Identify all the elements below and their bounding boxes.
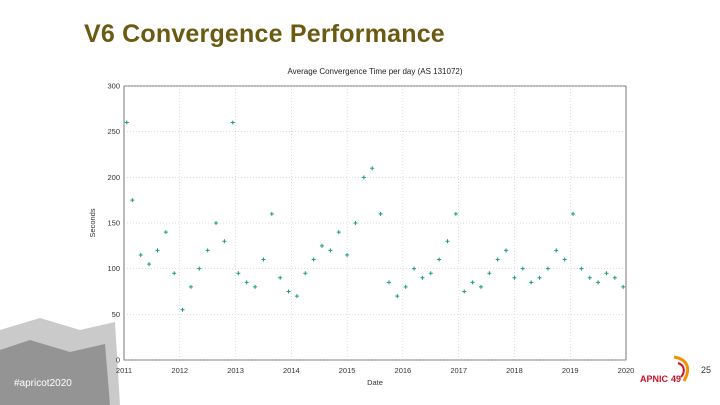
data-point xyxy=(478,284,483,289)
data-point xyxy=(462,289,467,294)
apnic-logo-icon xyxy=(673,355,690,382)
chart-title: Average Convergence Time per day (AS 131… xyxy=(287,67,462,76)
y-axis: 0 50 100 150 200 250 300 xyxy=(107,82,120,365)
data-points xyxy=(124,120,626,312)
apnic-logo: APNIC 49 xyxy=(640,374,681,384)
data-point xyxy=(453,211,458,216)
data-point xyxy=(587,275,592,280)
x-tick-label: 2016 xyxy=(395,366,412,375)
data-point xyxy=(395,294,400,299)
data-point xyxy=(537,275,542,280)
data-point xyxy=(311,257,316,262)
grid xyxy=(124,85,626,361)
data-point xyxy=(621,284,626,289)
y-tick-label: 200 xyxy=(107,173,120,182)
x-tick-label: 2018 xyxy=(506,366,523,375)
y-tick-label: 50 xyxy=(112,310,120,319)
data-point xyxy=(236,271,241,276)
y-tick-label: 250 xyxy=(107,127,120,136)
slide-number: 25 xyxy=(701,365,712,375)
data-point xyxy=(428,271,433,276)
data-point xyxy=(353,221,358,225)
data-point xyxy=(180,307,185,312)
data-point xyxy=(197,266,202,271)
x-tick-label: 2019 xyxy=(562,366,579,375)
data-point xyxy=(320,243,325,248)
data-point xyxy=(529,280,534,285)
apnic-logo-number: 49 xyxy=(671,374,682,384)
x-tick-label: 2013 xyxy=(227,366,244,375)
data-point xyxy=(361,175,366,180)
data-point xyxy=(294,294,299,299)
data-point xyxy=(214,221,219,225)
slide-title: V6 Convergence Performance xyxy=(84,20,445,48)
data-point xyxy=(612,275,617,280)
data-point xyxy=(163,230,168,235)
data-point xyxy=(520,266,525,271)
y-tick-label: 150 xyxy=(107,219,120,228)
y-axis-label: Seconds xyxy=(88,208,97,237)
x-tick-label: 2017 xyxy=(450,366,467,375)
data-point xyxy=(130,198,135,203)
data-point xyxy=(579,266,584,271)
data-point xyxy=(554,248,559,253)
data-point xyxy=(188,284,193,289)
data-point xyxy=(244,280,249,285)
data-point xyxy=(378,211,383,216)
data-point xyxy=(345,252,350,257)
x-tick-label: 2011 xyxy=(116,366,132,375)
data-point xyxy=(487,271,492,276)
data-point xyxy=(303,271,308,276)
data-point xyxy=(155,248,160,253)
y-tick-label: 0 xyxy=(116,356,120,365)
data-point xyxy=(504,248,509,253)
data-point xyxy=(412,266,417,271)
data-point xyxy=(230,120,235,125)
data-point xyxy=(328,248,333,253)
data-point xyxy=(495,257,500,262)
x-axis-label: Date xyxy=(367,378,383,387)
event-hashtag: #apricot2020 xyxy=(14,378,72,389)
data-point xyxy=(420,275,425,280)
data-point xyxy=(512,275,517,280)
data-point xyxy=(403,284,408,289)
data-point xyxy=(370,166,375,171)
data-point xyxy=(445,239,450,244)
data-point xyxy=(205,248,210,253)
y-tick-label: 300 xyxy=(107,82,120,91)
data-point xyxy=(172,271,177,276)
data-point xyxy=(124,120,129,125)
data-point xyxy=(278,275,283,280)
data-point xyxy=(604,271,609,276)
x-tick-label: 2012 xyxy=(171,366,188,375)
footer-decoration xyxy=(0,318,120,405)
data-point xyxy=(147,262,152,267)
data-point xyxy=(253,284,258,289)
y-tick-label: 100 xyxy=(107,264,120,273)
x-tick-label: 2015 xyxy=(339,366,356,375)
data-point xyxy=(336,230,341,235)
apnic-logo-text: APNIC xyxy=(640,374,669,384)
data-point xyxy=(138,252,143,257)
data-point xyxy=(222,239,227,244)
data-point xyxy=(596,280,601,285)
data-point xyxy=(470,280,475,285)
data-point xyxy=(571,211,576,216)
x-tick-label: 2020 xyxy=(618,366,635,375)
data-point xyxy=(286,289,291,294)
data-point xyxy=(269,211,274,216)
data-point xyxy=(545,266,550,271)
x-axis: 2011 2012 2013 2014 2015 2016 2017 2018 2019 2020 xyxy=(116,366,634,375)
data-point xyxy=(562,257,567,262)
data-point xyxy=(261,257,266,262)
data-point xyxy=(437,257,442,262)
data-point xyxy=(386,280,391,285)
x-tick-label: 2014 xyxy=(283,366,300,375)
